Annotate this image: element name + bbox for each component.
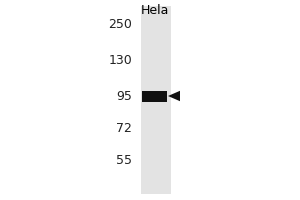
Text: 250: 250 (108, 18, 132, 30)
Text: 72: 72 (116, 121, 132, 134)
Bar (141, 6, 171, 194)
Polygon shape (168, 91, 180, 101)
Text: 55: 55 (116, 154, 132, 166)
Bar (142, 90, 167, 102)
Text: 95: 95 (116, 90, 132, 102)
Text: 130: 130 (108, 53, 132, 66)
Text: Hela: Hela (140, 3, 169, 17)
